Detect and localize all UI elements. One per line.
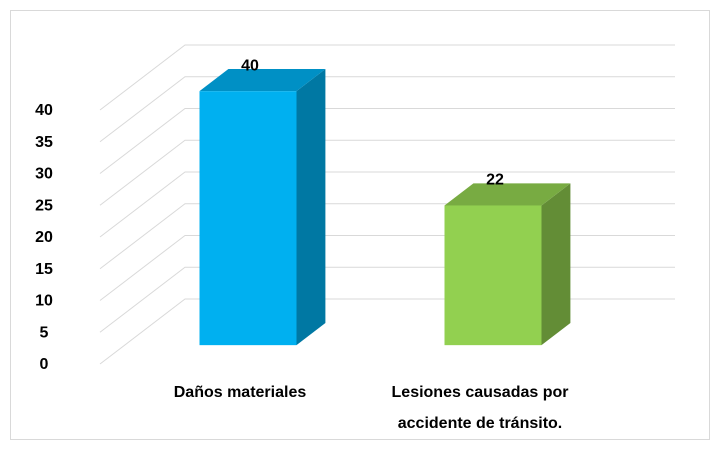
chart-border — [10, 10, 710, 440]
y-tick-label: 0 — [40, 356, 49, 373]
grid-line — [99, 139, 675, 206]
bars — [199, 69, 571, 346]
data-label: 40 — [241, 57, 259, 74]
grid-line — [99, 44, 675, 111]
grid-line — [99, 76, 675, 143]
grid-line — [99, 171, 675, 238]
bar-side — [296, 69, 326, 346]
bar-side — [541, 183, 571, 346]
x-tick-label: Daños materiales — [174, 384, 307, 401]
y-tick-label: 35 — [35, 134, 53, 151]
y-tick-label: 20 — [35, 229, 53, 246]
bar-top — [444, 183, 571, 206]
y-tick-label: 10 — [35, 293, 53, 310]
bar — [199, 91, 297, 346]
y-tick-label: 30 — [35, 166, 53, 183]
y-tick-label: 15 — [35, 261, 53, 278]
grid-line — [99, 108, 675, 174]
x-tick-label: Lesiones causadas por accidente de tránsi… — [392, 384, 569, 432]
y-tick-label: 40 — [35, 102, 53, 119]
bar-top — [199, 69, 326, 92]
y-tick-label: 5 — [40, 324, 49, 341]
y-tick-label: 25 — [35, 197, 53, 214]
data-label: 22 — [486, 172, 504, 189]
bar — [444, 205, 542, 346]
